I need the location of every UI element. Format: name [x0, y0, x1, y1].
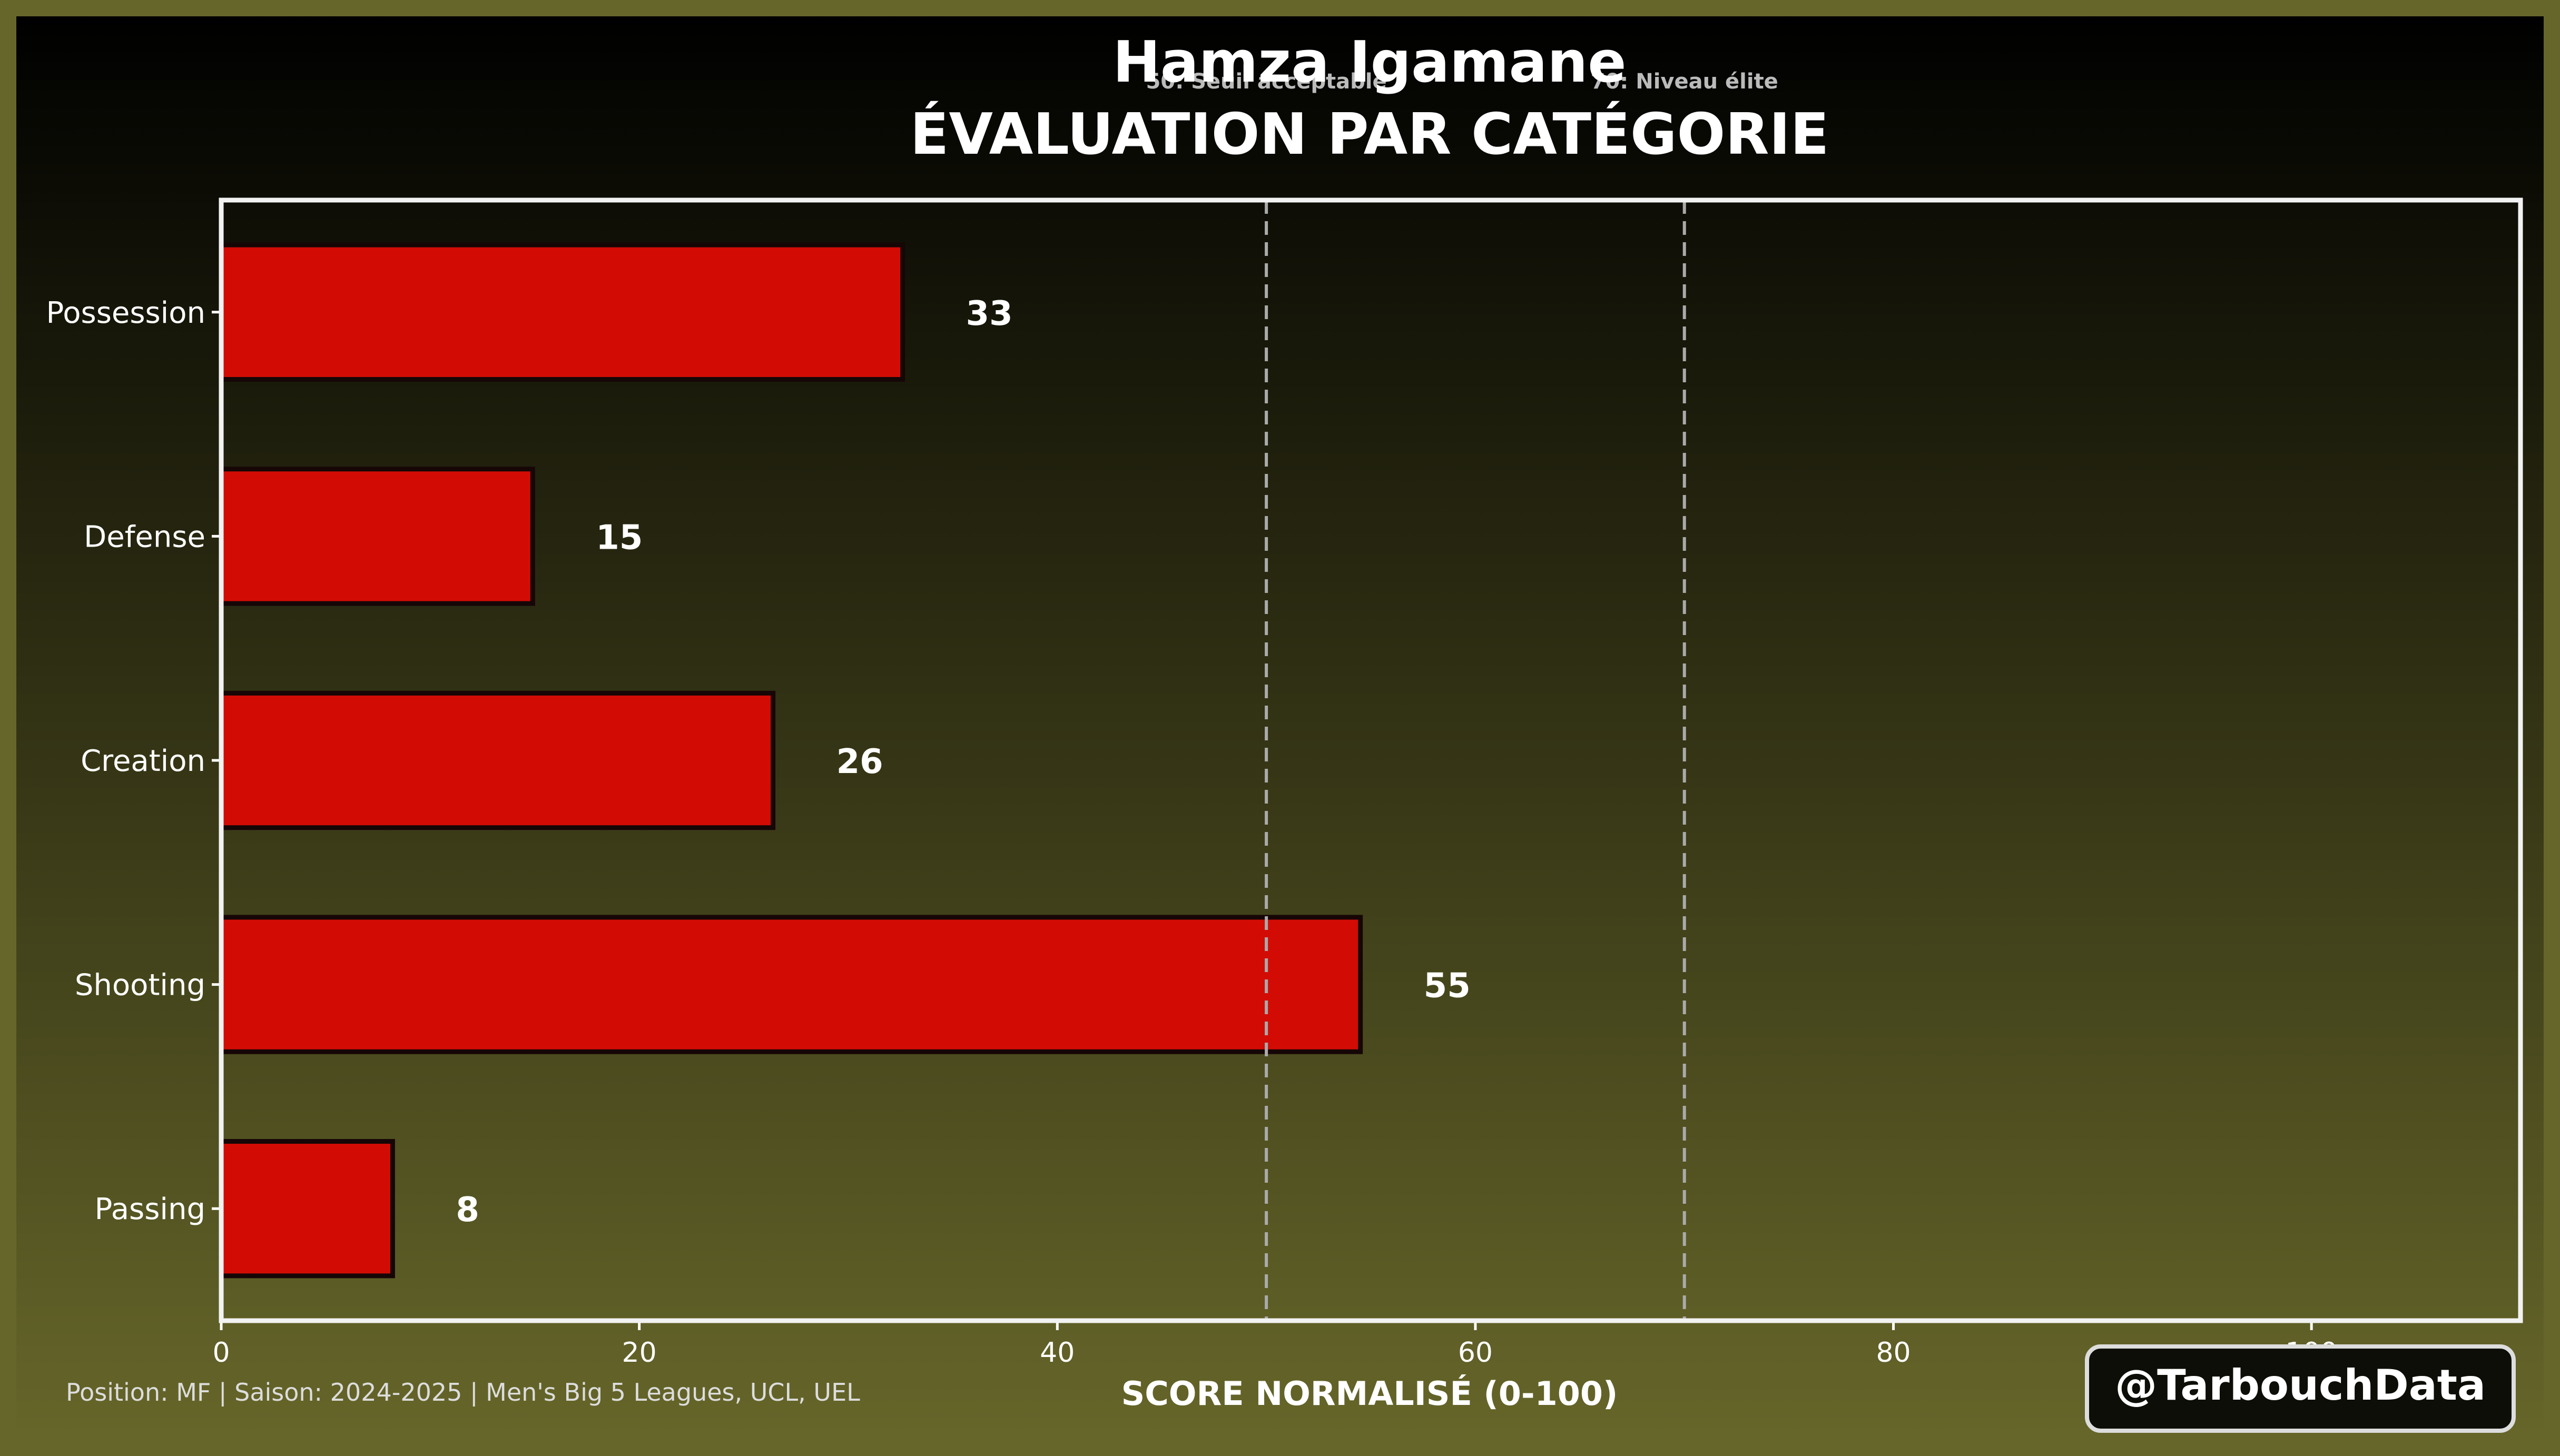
x-tick-label-40: 40 [1040, 1337, 1075, 1369]
value-label-passing: 8 [456, 1191, 479, 1230]
y-tick-label-possession: Possession [46, 296, 205, 330]
bar-passing [219, 1139, 395, 1279]
x-tick-label-80: 80 [1876, 1337, 1911, 1369]
handle-box [2085, 1344, 2516, 1433]
y-tick-label-passing: Passing [94, 1192, 205, 1226]
bar-creation [219, 690, 776, 830]
x-tick-label-20: 20 [622, 1337, 657, 1369]
handle-text: @TarbouchData [2115, 1361, 2486, 1410]
y-axis: Possession Defense Creation Shooting Passing [46, 296, 221, 1226]
reference-line-label-70: 70: Niveau élite [1591, 70, 1778, 94]
plot-frame [219, 197, 2523, 1323]
chart-title: Hamza Igamane [1112, 29, 1626, 95]
handle-badge: @TarbouchData [2085, 1344, 2516, 1433]
x-tick-label-0: 0 [212, 1337, 230, 1369]
bar-shooting [219, 915, 1363, 1054]
value-labels-layer: 33 15 26 55 8 [456, 294, 1470, 1230]
x-axis-label: SCORE NORMALISÉ (0-100) [1121, 1374, 1618, 1413]
footer-info: Position: MF | Saison: 2024-2025 | Men's… [66, 1378, 860, 1407]
value-label-shooting: 55 [1424, 967, 1471, 1006]
y-tick-label-shooting: Shooting [75, 968, 205, 1003]
reference-line-label-50: 50: Seuil acceptable [1146, 70, 1387, 94]
bars-layer [219, 242, 1363, 1279]
y-tick-label-creation: Creation [81, 744, 205, 778]
bar-defense [219, 467, 535, 606]
bar-possession [219, 242, 905, 382]
x-tick-label-60: 60 [1458, 1337, 1493, 1369]
reference-lines-layer: 50: Seuil acceptable 70: Niveau élite [1146, 70, 1778, 1321]
value-label-possession: 33 [966, 294, 1013, 333]
value-label-creation: 26 [836, 742, 883, 781]
chart-subtitle: ÉVALUATION PAR CATÉGORIE [910, 101, 1829, 167]
value-label-defense: 15 [596, 518, 643, 557]
y-tick-label-defense: Defense [84, 520, 205, 554]
